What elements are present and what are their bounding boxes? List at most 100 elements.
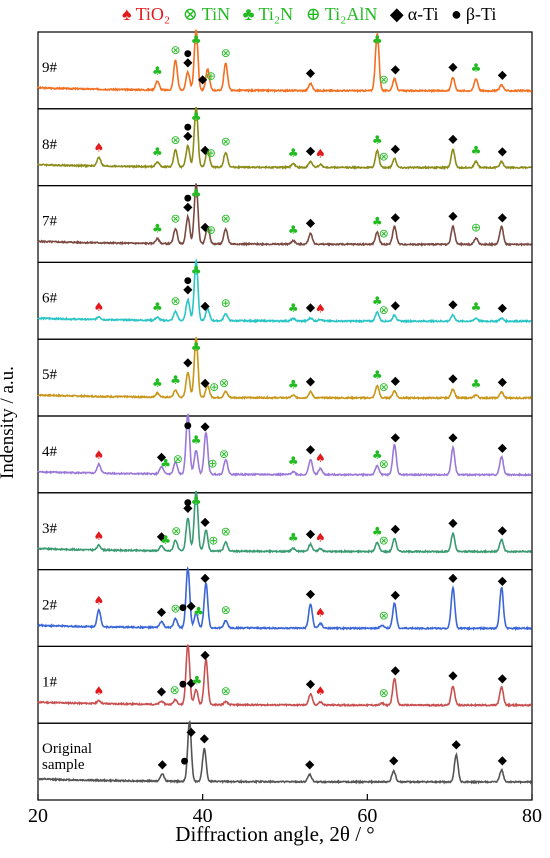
marker-otimes-5-6: ⊗ [219, 376, 229, 390]
oplus-icon: ⊕ [305, 4, 321, 24]
x-tick-label-80: 80 [522, 805, 542, 827]
series-line-5 [37, 337, 533, 401]
marker-oplus-4-7: ⊕ [208, 457, 218, 471]
series-line-6 [37, 257, 532, 324]
marker-diamond-9-11: ◆ [391, 62, 401, 76]
marker-otimes-1-7: ⊗ [221, 684, 231, 698]
series-line-3 [37, 490, 532, 555]
marker-diamond-5-8: ◆ [306, 374, 316, 388]
marker-otimes-3-14: ⊗ [379, 534, 389, 548]
series-label-6: 6# [42, 290, 58, 306]
marker-diamond-1-4: ◆ [187, 675, 197, 689]
marker-diamond-original-sample-5: ◆ [389, 753, 399, 767]
marker-otimes-4-3: ⊗ [173, 452, 183, 466]
marker-diamond-8-6: ◆ [201, 143, 211, 157]
legend-ti2n-label: Ti₂N [258, 4, 294, 24]
marker-diamond-4-16: ◆ [498, 441, 508, 455]
marker-dot-original-sample-1: ● [181, 757, 189, 767]
marker-diamond-8-15: ◆ [448, 132, 458, 146]
marker-club-8-9: ♣ [288, 146, 299, 160]
marker-diamond-4-6: ◆ [201, 419, 211, 433]
series-line-4 [37, 413, 532, 478]
x-tick-label-60: 60 [357, 805, 377, 827]
marker-club-3-10: ♣ [288, 531, 299, 545]
marker-diamond-7-13: ◆ [448, 208, 458, 222]
marker-spade-2-0: ♠ [94, 594, 105, 608]
marker-diamond-6-16: ◆ [498, 300, 508, 314]
marker-otimes-4-8: ⊗ [219, 447, 229, 461]
marker-club-4-9: ♣ [288, 454, 299, 468]
marker-diamond-1-12: ◆ [448, 668, 458, 682]
series-label-original-sample: Original sample [42, 741, 92, 773]
marker-dot-3-5: ● [184, 498, 192, 508]
marker-otimes-2-2: ⊗ [170, 601, 180, 615]
legend: ♠ TiO₂ ⊗ TiN ♣ Ti₂N ⊕ Ti₂AlN ◆ α-Ti ● β-Ti [122, 4, 504, 25]
marker-diamond-5-11: ◆ [391, 374, 401, 388]
legend-tin: ⊗ TiN [183, 4, 234, 24]
dot-icon: ● [451, 4, 462, 24]
marker-otimes-7-7: ⊗ [221, 211, 231, 225]
marker-diamond-4-14: ◆ [391, 430, 401, 444]
marker-spade-8-0: ♠ [94, 141, 105, 155]
marker-oplus-7-6: ⊕ [206, 223, 216, 237]
marker-otimes-8-8: ⊗ [221, 135, 231, 149]
marker-otimes-2-7: ⊗ [221, 603, 231, 617]
marker-diamond-original-sample-7: ◆ [498, 753, 508, 767]
marker-club-6-11: ♣ [372, 294, 383, 308]
legend-beta-ti-label: β-Ti [465, 4, 497, 24]
marker-club-5-0: ♣ [152, 376, 163, 390]
marker-diamond-original-sample-4: ◆ [305, 757, 315, 771]
series-line-original-sample [37, 719, 533, 785]
marker-club-5-1: ♣ [170, 373, 181, 387]
marker-club-2-5: ♣ [193, 604, 204, 618]
marker-diamond-9-5: ◆ [198, 72, 208, 86]
marker-diamond-5-2: ◆ [183, 355, 193, 369]
marker-diamond-1-8: ◆ [306, 676, 316, 690]
marker-diamond-8-14: ◆ [391, 141, 401, 155]
marker-diamond-original-sample-3: ◆ [200, 731, 210, 745]
series-label-3: 3# [42, 521, 58, 537]
marker-diamond-7-5: ◆ [201, 219, 211, 233]
series-line-9 [37, 29, 533, 94]
marker-diamond-3-11: ◆ [306, 526, 316, 540]
panel-2 [37, 568, 533, 647]
marker-spade-6-0: ♠ [94, 300, 105, 314]
marker-diamond-2-4: ◆ [187, 599, 197, 613]
marker-otimes-4-13: ⊗ [379, 457, 389, 471]
marker-diamond-3-1: ◆ [157, 529, 167, 543]
marker-diamond-5-4: ◆ [201, 375, 211, 389]
marker-diamond-1-11: ◆ [391, 663, 401, 677]
panel-9 [37, 31, 533, 110]
marker-dot-1-3: ● [179, 680, 187, 690]
marker-diamond-8-17: ◆ [498, 144, 508, 158]
series-line-1 [37, 644, 533, 708]
marker-club-4-5: ♣ [191, 433, 202, 447]
marker-club-8-1: ♣ [152, 145, 163, 159]
marker-club-9-4: ♣ [191, 33, 202, 47]
marker-diamond-1-13: ◆ [498, 671, 508, 685]
club-icon: ♣ [242, 4, 255, 24]
marker-oplus-8-7: ⊕ [206, 146, 216, 160]
panel-7 [37, 185, 533, 264]
panel-6 [37, 261, 533, 340]
marker-spade-3-0: ♠ [94, 529, 105, 543]
otimes-icon: ⊗ [182, 4, 198, 24]
marker-diamond-9-2: ◆ [183, 55, 193, 69]
series-label-9: 9# [42, 60, 58, 76]
y-axis-label: Indensity / a.u. [0, 366, 18, 479]
marker-diamond-4-10: ◆ [306, 442, 316, 456]
marker-spade-1-0: ♠ [94, 684, 105, 698]
series-label-8: 8# [42, 137, 58, 153]
marker-diamond-7-15: ◆ [498, 210, 508, 224]
marker-otimes-5-10: ⊗ [379, 380, 389, 394]
panel-4 [37, 415, 533, 494]
marker-spade-4-11: ♠ [315, 451, 326, 465]
marker-otimes-7-11: ⊗ [379, 226, 389, 240]
series-label-4: 4# [42, 444, 58, 460]
legend-ti2aln-label: Ti₂AlN [324, 4, 378, 24]
legend-tio2-label: TiO₂ [135, 4, 171, 24]
marker-otimes-1-10: ⊗ [379, 686, 389, 700]
marker-oplus-9-6: ⊕ [206, 69, 216, 83]
series-label-5: 5# [42, 367, 58, 383]
marker-diamond-7-12: ◆ [391, 210, 401, 224]
